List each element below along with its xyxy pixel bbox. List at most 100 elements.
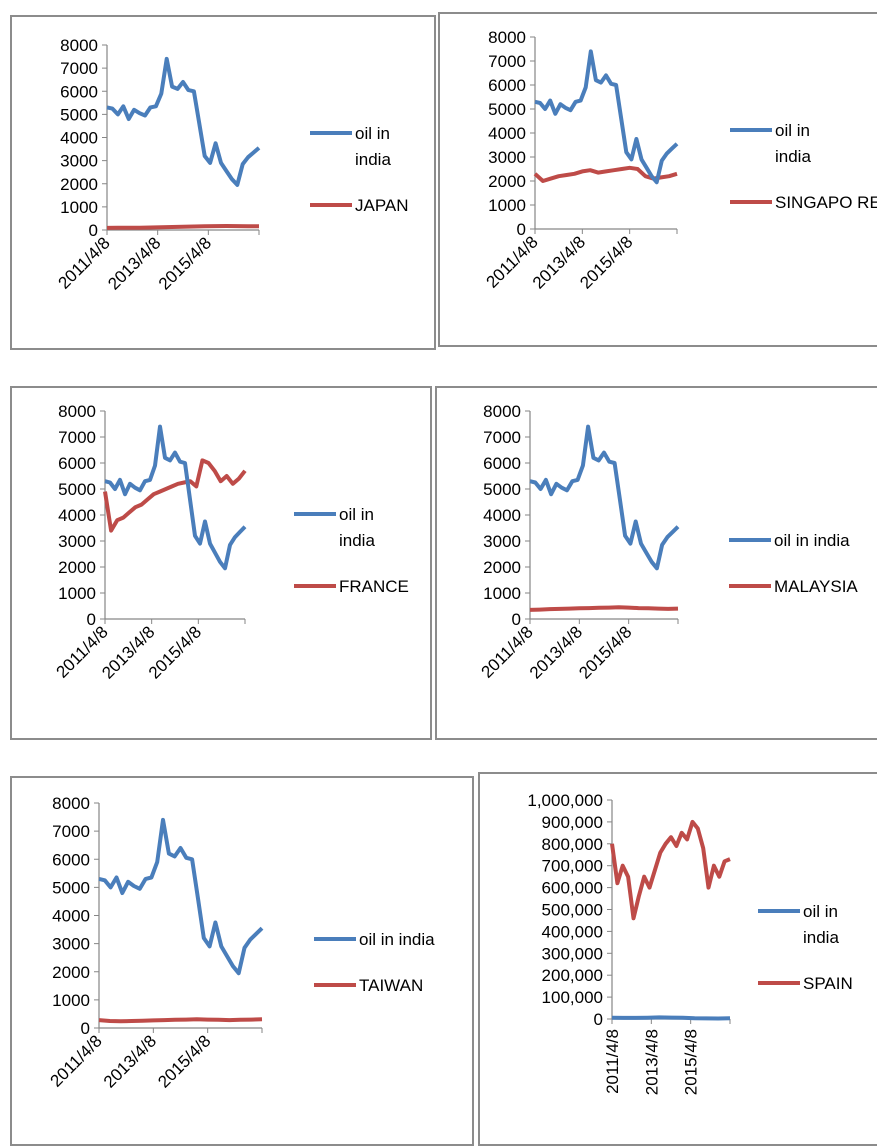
- y-tick-label: 8000: [52, 794, 90, 813]
- legend-label-line: oil in: [339, 505, 374, 524]
- y-tick-label: 8000: [483, 402, 521, 421]
- y-tick-label: 7000: [483, 428, 521, 447]
- y-tick-label: 6000: [483, 454, 521, 473]
- y-tick-label: 7000: [58, 428, 96, 447]
- y-tick-label: 0: [81, 1019, 90, 1038]
- chart-svg-spain: 0 100,000 200,000 300,000 400,000 500,000 600,…: [527, 791, 853, 1095]
- y-tick-label: 1000: [483, 584, 521, 603]
- y-tick-label: 0: [87, 610, 96, 629]
- y-tick-label: 100,000: [542, 988, 603, 1007]
- legend-label-line: TAIWAN: [359, 976, 423, 995]
- legend-label: JAPAN: [355, 196, 409, 215]
- y-tick-label: 3000: [483, 532, 521, 551]
- legend-label: SINGAPO RE: [775, 193, 877, 212]
- y-tick-label: 4000: [483, 506, 521, 525]
- y-tick-label: 6000: [488, 76, 526, 95]
- x-tick-label: 2015/4/8: [154, 1031, 214, 1091]
- chart-panel-spain: 0 100,000 200,000 300,000 400,000 500,000 600,…: [478, 772, 877, 1146]
- legend-label-line: FRANCE: [339, 577, 409, 596]
- y-tick-label: 6000: [60, 82, 98, 101]
- series-line-oil-in-india: [106, 56, 261, 187]
- y-tick-label: 900,000: [542, 813, 603, 832]
- chart-svg-france: 0100020003000400050006000700080002011/4/…: [52, 402, 409, 683]
- y-tick-label: 200,000: [542, 966, 603, 985]
- legend-label-line: MALAYSIA: [774, 577, 858, 596]
- legend-label: TAIWAN: [359, 976, 423, 995]
- y-tick-label: 500,000: [542, 901, 603, 920]
- y-tick-label: 7000: [52, 822, 90, 841]
- chart-panel-singapore: 0 1000 2000 3000 4000 5000 6000 7000 8000 2011/4/…: [438, 12, 877, 347]
- chart-panel-france: 0 1000 2000 3000 4000 5000 6000 7000 8000 2011/4/…: [10, 386, 432, 740]
- legend-label-line: oil in: [803, 902, 838, 921]
- legend-label-line: SINGAPO RE: [775, 193, 877, 212]
- y-tick-label: 1000: [488, 196, 526, 215]
- series-line-france: [103, 458, 247, 533]
- y-tick-label: 2000: [488, 172, 526, 191]
- x-tick-label: 2015/4/8: [576, 232, 636, 292]
- x-tick-label: 2015/4/8: [682, 1029, 701, 1095]
- chart-panel-japan: 0 1000 2000 3000 4000 5000 6000 7000 8000 2011/4/…: [10, 15, 436, 350]
- chart-panel-malaysia: 0 1000 2000 3000 4000 5000 6000 7000 8000 2011/4/…: [435, 386, 877, 740]
- x-tick-label: 2011/4/8: [603, 1029, 622, 1094]
- y-tick-label: 4000: [52, 907, 90, 926]
- y-tick-label: 7000: [488, 52, 526, 71]
- y-tick-label: 5000: [488, 100, 526, 119]
- y-tick-label: 2000: [60, 175, 98, 194]
- y-tick-label: 800,000: [542, 835, 603, 854]
- x-tick-label: 2013/4/8: [642, 1029, 661, 1095]
- y-tick-label: 400,000: [542, 922, 603, 941]
- legend-label-line: india: [355, 150, 391, 169]
- y-tick-label: 300,000: [542, 944, 603, 963]
- x-tick-label: 2013/4/8: [100, 1031, 160, 1091]
- y-tick-label: 7000: [60, 59, 98, 78]
- y-tick-label: 2000: [483, 558, 521, 577]
- x-tick-label: 2011/4/8: [54, 233, 113, 292]
- legend-label-line: JAPAN: [355, 196, 409, 215]
- y-tick-label: 8000: [58, 402, 96, 421]
- series-line-spain: [610, 819, 731, 921]
- chart-panel-taiwan: 0 1000 2000 3000 4000 5000 6000 7000 8000 2011/4/…: [10, 776, 474, 1146]
- x-tick-label: 2015/4/8: [155, 233, 215, 293]
- chart-svg-japan: 0 1000 2000 3000 4000 5000 6000 7000 8000 2011/4/…: [54, 36, 409, 294]
- legend-label-line: oil in india: [359, 930, 435, 949]
- y-tick-label: 5000: [483, 480, 521, 499]
- y-tick-label: 3000: [60, 152, 98, 171]
- y-tick-label: 4000: [60, 129, 98, 148]
- series-line-oil-in-india: [534, 49, 679, 185]
- y-tick-label: 4000: [58, 506, 96, 525]
- series-line-malaysia: [529, 605, 679, 612]
- legend-label: oil in india: [803, 902, 839, 947]
- legend-label: oil in india: [775, 121, 811, 166]
- legend-label: MALAYSIA: [774, 577, 858, 596]
- y-tick-label: 2000: [52, 963, 90, 982]
- y-tick-label: 0: [594, 1010, 603, 1029]
- legend-label: oil in india: [774, 531, 850, 550]
- legend-label-line: SPAIN: [803, 974, 853, 993]
- legend-label-line: oil in: [355, 124, 390, 143]
- x-tick-label: 2011/4/8: [46, 1031, 105, 1090]
- y-tick-label: 2000: [58, 558, 96, 577]
- chart-svg-taiwan: 0 1000 2000 3000 4000 5000 6000 7000 8000 2011/4/…: [46, 794, 435, 1092]
- y-tick-label: 0: [89, 221, 98, 240]
- y-tick-label: 5000: [52, 878, 90, 897]
- y-tick-label: 1000: [60, 198, 98, 217]
- legend-label: oil in india: [339, 505, 375, 550]
- y-tick-label: 1000: [58, 584, 96, 603]
- x-tick-label: 2015/4/8: [575, 622, 635, 682]
- y-tick-label: 3000: [58, 532, 96, 551]
- y-tick-label: 6000: [52, 850, 90, 869]
- y-tick-label: 4000: [488, 124, 526, 143]
- series-line-oil-in-india: [529, 424, 680, 571]
- series-line-oil-in-india: [611, 1015, 731, 1021]
- legend-label: oil in india: [355, 124, 391, 169]
- y-tick-label: 3000: [52, 935, 90, 954]
- legend-label: oil in india: [359, 930, 435, 949]
- x-tick-label: 2013/4/8: [104, 233, 164, 293]
- y-tick-label: 3000: [488, 148, 526, 167]
- y-tick-label: 600,000: [542, 879, 603, 898]
- legend-label-line: india: [803, 928, 839, 947]
- y-tick-label: 1,000,000: [527, 791, 603, 810]
- x-tick-label: 2011/4/8: [477, 622, 536, 681]
- legend-label: FRANCE: [339, 577, 409, 596]
- x-tick-label: 2013/4/8: [526, 622, 586, 682]
